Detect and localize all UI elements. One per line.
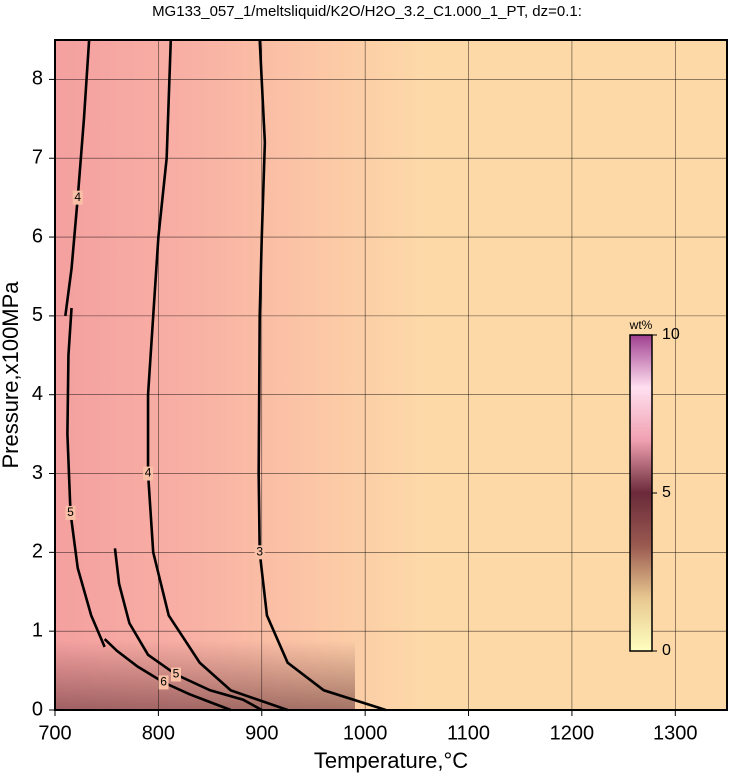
y-tick-label: 2 bbox=[32, 541, 43, 563]
contour-label-bg bbox=[254, 545, 265, 560]
contour-label: 5 bbox=[67, 505, 74, 519]
contour-label: 4 bbox=[145, 466, 152, 480]
plot-background bbox=[55, 40, 727, 710]
y-tick-label: 1 bbox=[32, 619, 43, 641]
colorbar bbox=[629, 334, 653, 652]
plot-frame bbox=[54, 39, 728, 711]
y-tick-label: 6 bbox=[32, 225, 43, 247]
contour-label-bg bbox=[72, 190, 83, 205]
contour-label: 5 bbox=[173, 667, 180, 681]
x-tick-label: 1200 bbox=[550, 722, 595, 744]
y-tick-label: 7 bbox=[32, 147, 43, 169]
y-tick-label: 8 bbox=[32, 68, 43, 90]
contour-label: 4 bbox=[74, 190, 81, 204]
x-tick-label: 700 bbox=[38, 722, 71, 744]
y-tick-label: 4 bbox=[32, 383, 43, 405]
y-axis-label: Pressure,x100MPa bbox=[0, 281, 23, 469]
chart-title: MG133_057_1/meltsliquid/K2O/H2O_3.2_C1.0… bbox=[152, 3, 582, 20]
x-tick-label: 1100 bbox=[447, 722, 490, 744]
colorbar-tick-label: 10 bbox=[662, 326, 680, 343]
colorbar-label: wt% bbox=[629, 318, 653, 332]
contour-label: 3 bbox=[256, 545, 263, 559]
x-tick-label: 900 bbox=[245, 722, 278, 744]
x-tick-label: 1000 bbox=[343, 722, 388, 744]
x-tick-label: 1300 bbox=[653, 722, 698, 744]
contour-line bbox=[257, 39, 387, 712]
contour-label-bg bbox=[143, 466, 154, 481]
y-tick-label: 5 bbox=[32, 304, 43, 326]
colorbar-tick-label: 0 bbox=[662, 642, 671, 659]
x-axis-label: Temperature,°C bbox=[314, 748, 468, 773]
contour-line bbox=[113, 548, 263, 712]
x-tick-label: 800 bbox=[142, 722, 175, 744]
contour-label-bg bbox=[170, 667, 181, 682]
y-tick-label: 0 bbox=[32, 698, 43, 720]
contour-label: 6 bbox=[160, 675, 167, 689]
y-tick-label: 3 bbox=[32, 462, 43, 484]
contour-label-bg bbox=[65, 505, 76, 520]
colorbar-tick-label: 5 bbox=[662, 484, 671, 501]
contour-label-bg bbox=[158, 675, 169, 690]
